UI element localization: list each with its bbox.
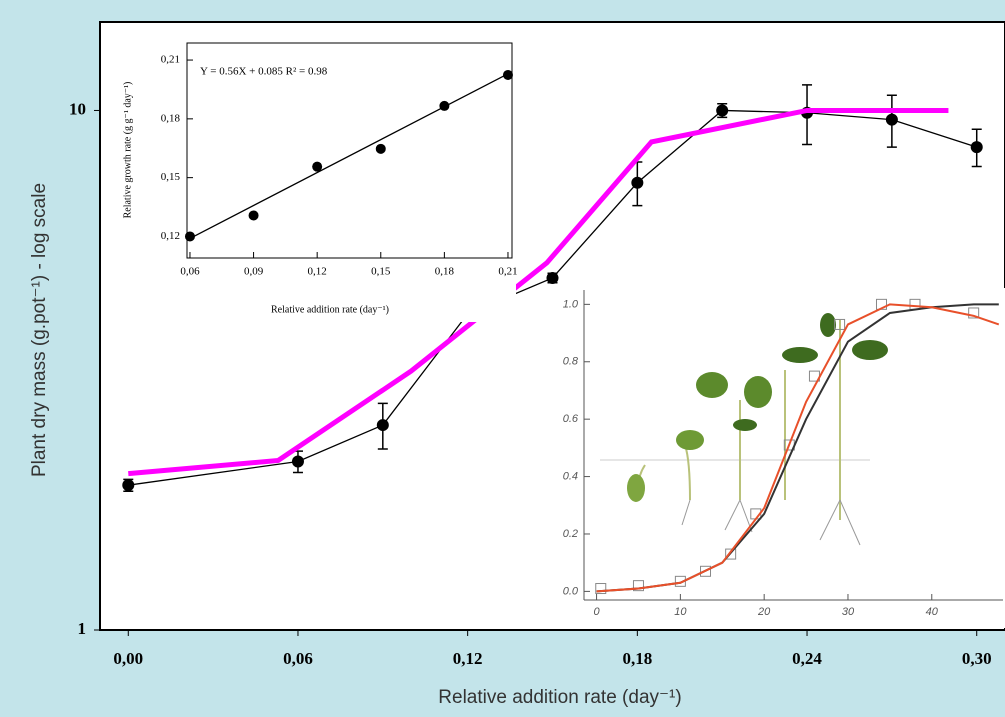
y-tick-label: 0.0 [563,585,579,597]
data-line [128,107,949,477]
y-axis-title: Plant dry mass (g.pot⁻¹) - log scale [29,183,50,477]
data-line [596,303,1000,593]
x-tick-label: 30 [842,606,855,618]
data-point [502,69,513,80]
inset-background [118,36,516,322]
x-tick-label: 0,15 [371,266,391,278]
data-line [128,109,977,486]
y-tick-label: 0,12 [161,230,180,242]
plant-drawings [600,313,888,546]
x-tick-label: 0,00 [113,649,143,668]
data-point [632,580,644,592]
data-point [725,548,737,560]
leaf [782,347,818,363]
data-point [631,176,644,189]
leaf [696,372,728,398]
x-axis-title: Relative addition rate (day⁻¹) [438,687,681,708]
x-tick-label: 0,18 [622,649,652,668]
plot-frame [99,21,1005,631]
x-tick-label: 0,12 [453,649,483,668]
x-tick-label: 0,18 [435,266,455,278]
data-point [291,455,304,468]
x-axis-title: Relative addition rate (day⁻¹) [271,304,389,315]
x-tick-label: 40 [926,606,939,618]
y-axis-title: Relative growth rate (g g⁻¹ day⁻¹) [122,82,133,219]
x-tick-label: 0,06 [180,266,200,278]
data-point [700,565,712,577]
inset-sigmoid-chart: 0 10 20 30 40 0.0 0.2 0.4 0.6 0.8 1.0 [552,288,1005,628]
y-tick-label: 0,18 [161,112,181,124]
roots [681,499,861,546]
x-tick-label: 10 [674,606,687,618]
inset-growth-chart: 0,06 0,09 0,12 0,15 0,18 0,21 0,12 0,15 0,18 0,21… [118,36,518,322]
x-tick-label: 0,09 [244,266,264,278]
data-point [716,104,729,117]
x-tick-label: 0,30 [962,649,992,668]
data-point [834,318,846,330]
x-tick-label: 0,12 [308,266,327,278]
y-tick-label: 1 [78,619,87,638]
data-point [184,231,195,242]
y-tick-label: 1.0 [563,298,579,310]
annotation: Y = 0.56X + 0.085 R² = 0.98 [200,66,328,78]
leaf [676,430,704,450]
y-tick-label: 0.8 [563,356,579,368]
leaf [627,474,645,502]
y-tick-label: 0.6 [563,413,579,425]
data-point [968,307,980,319]
data-point [122,479,135,492]
y-tick-label: 0.4 [563,470,578,482]
data-point [376,419,389,432]
data-point [375,143,386,154]
inset-background [552,288,1005,628]
x-tick-label: 0,06 [283,649,313,668]
data-point [885,113,898,126]
data-point [248,210,259,221]
y-tick-label: 0,21 [161,54,180,66]
data-point [595,583,607,595]
y-tick-label: 0.2 [563,528,578,540]
x-tick-label: 0,24 [792,649,822,668]
x-tick-label: 0,21 [498,266,517,278]
x-tick-label: 0 [594,606,601,618]
data-point [546,271,559,284]
plot-frame [186,42,513,259]
data-point [970,141,983,154]
data-point [312,161,323,172]
y-tick-label: 10 [69,99,86,118]
data-point [439,100,450,111]
main-chart: 0,00 0,06 0,12 0,18 0,24 0,30 1 10 Relative addi… [29,21,1005,708]
leaf [852,340,888,360]
leaf [733,419,757,431]
x-tick-label: 20 [757,606,771,618]
y-tick-label: 0,15 [161,171,181,183]
leaf [744,376,772,408]
data-line [189,73,509,239]
leaf [820,313,836,337]
